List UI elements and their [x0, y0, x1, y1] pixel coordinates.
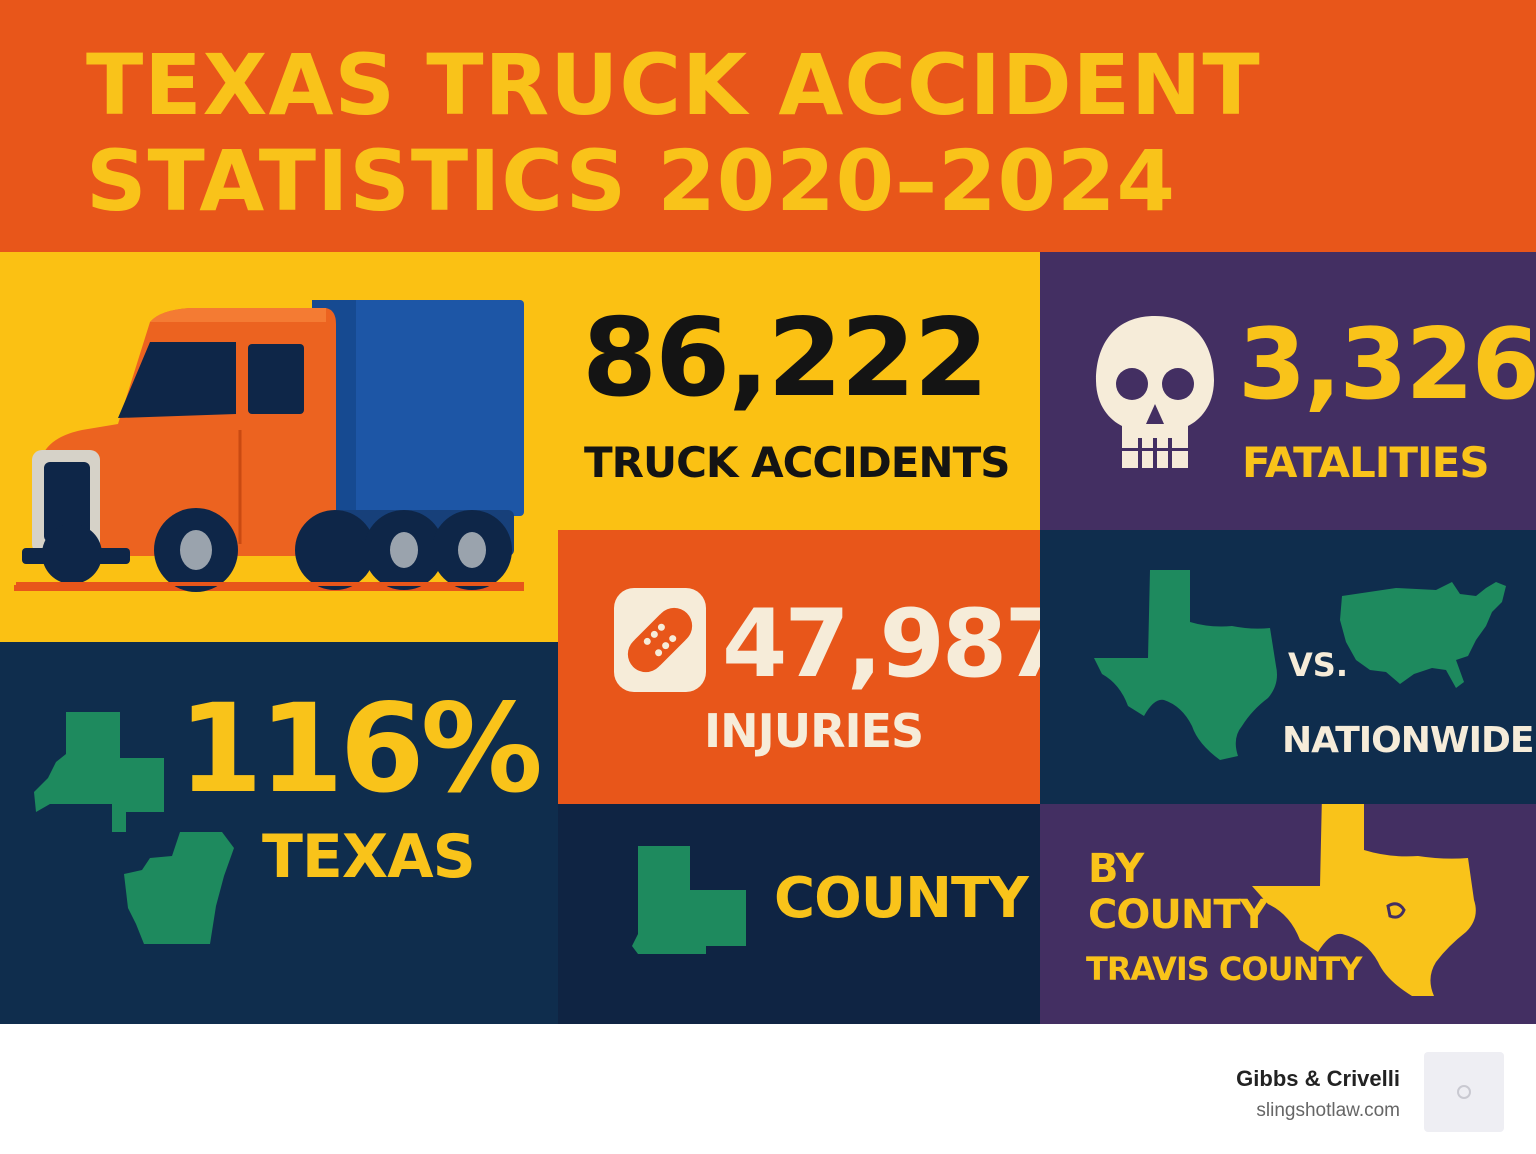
county-label: COUNTY [774, 866, 1029, 931]
logo-icon [1457, 1085, 1471, 1099]
county-shape-icon-3 [632, 846, 746, 954]
county-shape-icon-2 [124, 832, 234, 944]
by-county-line-1: BY [1088, 846, 1144, 892]
injuries-label: INJURIES [704, 704, 924, 758]
travis-county-label: TRAVIS COUNTY [1086, 950, 1362, 988]
county-shape-icon-1 [34, 712, 164, 832]
fatalities-panel: 3,326 FATALITIES [1040, 252, 1536, 530]
texas-percent-panel: 116% TEXAS [0, 642, 558, 1024]
truck-accidents-label: TRUCK ACCIDENTS [584, 438, 1010, 487]
footer-brand: Gibbs & Crivelli [1236, 1066, 1400, 1091]
by-county-line-2: COUNTY [1088, 892, 1269, 938]
texas-percent-value: 116% [178, 678, 543, 820]
bandage-icon [614, 588, 706, 692]
county-panel: COUNTY [558, 804, 1040, 1024]
texas-map-icon [1094, 570, 1277, 760]
by-county-panel: BY COUNTY TRAVIS COUNTY [1040, 804, 1536, 1024]
nationwide-label: NATIONWIDE [1282, 720, 1534, 761]
truck-accidents-value: 86,222 [582, 296, 989, 421]
title-line-2: STATISTICS 2020–2024 [86, 132, 1176, 230]
truck-accidents-panel: 86,222 TRUCK ACCIDENTS [558, 252, 1040, 530]
truck-panel [0, 252, 558, 642]
injuries-panel: 47,987 INJURIES [558, 530, 1040, 804]
texas-label: TEXAS [262, 822, 476, 892]
title-banner: TEXAS TRUCK ACCIDENT STATISTICS 2020–202… [0, 0, 1536, 252]
skull-icon [1096, 316, 1214, 468]
injuries-value: 47,987 [722, 590, 1040, 699]
truck-illustration [14, 300, 524, 592]
title-line-1: TEXAS TRUCK ACCIDENT [86, 36, 1261, 134]
texas-yellow-map-icon [1252, 804, 1476, 996]
brand-logo [1424, 1052, 1504, 1132]
fatalities-value: 3,326 [1238, 308, 1536, 422]
footer-url[interactable]: slingshotlaw.com [1256, 1100, 1400, 1121]
vs-label: VS. [1288, 646, 1348, 684]
fatalities-label: FATALITIES [1242, 438, 1490, 487]
nationwide-comparison-panel: VS. NATIONWIDE [1040, 530, 1536, 804]
usa-map-icon [1340, 582, 1506, 688]
